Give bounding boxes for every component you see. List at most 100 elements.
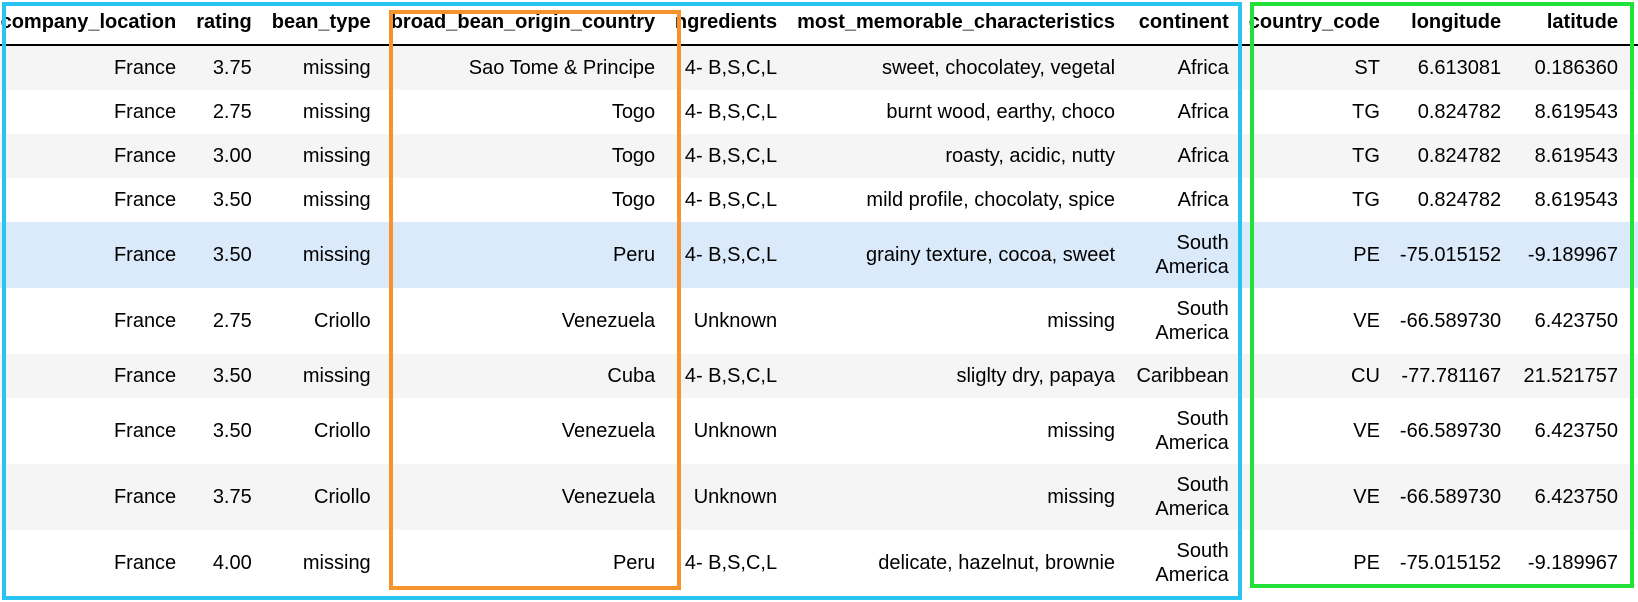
- cell-most-memorable-characteristics: mild profile, chocolaty, spice: [797, 178, 1136, 222]
- cell-rating: 3.50: [196, 222, 272, 288]
- cell-latitude: 6.423750: [1521, 288, 1638, 354]
- cell-country-code: PE: [1248, 222, 1400, 288]
- cell-ingredients: 4- B,S,C,L: [675, 222, 798, 288]
- cell-broad-bean-origin-country: Cuba: [390, 354, 676, 398]
- cell-ingredients: 4- B,S,C,L: [675, 134, 798, 178]
- cell-broad-bean-origin-country: Peru: [390, 222, 676, 288]
- table-row[interactable]: France 3.75 missing Sao Tome & Principe …: [0, 45, 1638, 90]
- cell-bean-type: missing: [271, 90, 391, 134]
- cell-longitude: -75.015152: [1399, 222, 1522, 288]
- column-header-country-code[interactable]: country_code: [1248, 0, 1400, 46]
- cell-ingredients: 4- B,S,C,L: [675, 354, 798, 398]
- cell-longitude: -77.781167: [1399, 354, 1522, 398]
- cell-bean-type: missing: [271, 45, 391, 90]
- cell-continent: South America: [1135, 464, 1249, 530]
- cell-continent: Africa: [1135, 90, 1249, 134]
- table-row[interactable]: France 3.50 Criollo Venezuela Unknown mi…: [0, 398, 1638, 464]
- cell-broad-bean-origin-country: Venezuela: [390, 464, 676, 530]
- table-row[interactable]: France 4.00 missing Peru 4- B,S,C,L deli…: [0, 530, 1638, 596]
- cell-ingredients: 4- B,S,C,L: [675, 45, 798, 90]
- cell-rating: 2.75: [196, 288, 272, 354]
- cell-rating: 3.75: [196, 464, 272, 530]
- cell-broad-bean-origin-country: Peru: [390, 530, 676, 596]
- cell-rating: 3.00: [196, 134, 272, 178]
- cell-rating: 3.50: [196, 354, 272, 398]
- cell-latitude: -9.189967: [1521, 222, 1638, 288]
- cell-ingredients: 4- B,S,C,L: [675, 90, 798, 134]
- cell-company-location: France: [0, 464, 197, 530]
- cell-company-location: France: [0, 90, 197, 134]
- cell-company-location: France: [0, 134, 197, 178]
- cell-company-location: France: [0, 398, 197, 464]
- cell-bean-type: Criollo: [271, 398, 391, 464]
- cell-most-memorable-characteristics: missing: [797, 288, 1136, 354]
- cell-latitude: 6.423750: [1521, 398, 1638, 464]
- table-row[interactable]: France 2.75 missing Togo 4- B,S,C,L burn…: [0, 90, 1638, 134]
- table-row[interactable]: France 2.75 Criollo Venezuela Unknown mi…: [0, 288, 1638, 354]
- table-row[interactable]: France 3.00 missing Togo 4- B,S,C,L roas…: [0, 134, 1638, 178]
- cell-broad-bean-origin-country: Togo: [390, 90, 676, 134]
- cell-most-memorable-characteristics: roasty, acidic, nutty: [797, 134, 1136, 178]
- cell-longitude: 0.824782: [1399, 134, 1522, 178]
- cell-country-code: PE: [1248, 530, 1400, 596]
- cell-longitude: -66.589730: [1399, 398, 1522, 464]
- column-header-rating[interactable]: rating: [196, 0, 272, 46]
- cell-rating: 4.00: [196, 530, 272, 596]
- cell-latitude: -9.189967: [1521, 530, 1638, 596]
- cell-most-memorable-characteristics: burnt wood, earthy, choco: [797, 90, 1136, 134]
- cell-latitude: 8.619543: [1521, 178, 1638, 222]
- cell-continent: Africa: [1135, 45, 1249, 90]
- cell-bean-type: Criollo: [271, 464, 391, 530]
- cell-continent: South America: [1135, 288, 1249, 354]
- cell-continent: South America: [1135, 530, 1249, 596]
- cell-longitude: -66.589730: [1399, 464, 1522, 530]
- cell-company-location: France: [0, 354, 197, 398]
- cell-rating: 3.50: [196, 398, 272, 464]
- cell-bean-type: missing: [271, 222, 391, 288]
- cell-broad-bean-origin-country: Togo: [390, 134, 676, 178]
- cell-broad-bean-origin-country: Venezuela: [390, 398, 676, 464]
- cell-bean-type: Criollo: [271, 288, 391, 354]
- cell-broad-bean-origin-country: Sao Tome & Principe: [390, 45, 676, 90]
- column-header-bean-type[interactable]: bean_type: [271, 0, 391, 46]
- cell-rating: 2.75: [196, 90, 272, 134]
- cell-country-code: VE: [1248, 464, 1400, 530]
- column-header-continent[interactable]: continent: [1135, 0, 1249, 46]
- cell-most-memorable-characteristics: grainy texture, cocoa, sweet: [797, 222, 1136, 288]
- cell-ingredients: Unknown: [675, 464, 798, 530]
- column-header-ingredients[interactable]: ingredients: [675, 0, 798, 46]
- cell-most-memorable-characteristics: delicate, hazelnut, brownie: [797, 530, 1136, 596]
- cell-continent: South America: [1135, 222, 1249, 288]
- cell-country-code: VE: [1248, 288, 1400, 354]
- table-row[interactable]: France 3.50 missing Togo 4- B,S,C,L mild…: [0, 178, 1638, 222]
- cell-company-location: France: [0, 178, 197, 222]
- table-row[interactable]: France 3.75 Criollo Venezuela Unknown mi…: [0, 464, 1638, 530]
- column-header-longitude[interactable]: longitude: [1399, 0, 1522, 46]
- column-header-company-location[interactable]: company_location: [0, 0, 197, 46]
- cell-country-code: TG: [1248, 178, 1400, 222]
- cell-ingredients: 4- B,S,C,L: [675, 178, 798, 222]
- cell-ingredients: 4- B,S,C,L: [675, 530, 798, 596]
- cell-bean-type: missing: [271, 178, 391, 222]
- cell-latitude: 8.619543: [1521, 90, 1638, 134]
- table-row-highlighted[interactable]: France 3.50 missing Peru 4- B,S,C,L grai…: [0, 222, 1638, 288]
- cell-longitude: 0.824782: [1399, 90, 1522, 134]
- table-row[interactable]: France 3.50 missing Cuba 4- B,S,C,L slig…: [0, 354, 1638, 398]
- cell-rating: 3.50: [196, 178, 272, 222]
- cell-country-code: VE: [1248, 398, 1400, 464]
- cell-company-location: France: [0, 222, 197, 288]
- column-header-latitude[interactable]: latitude: [1521, 0, 1638, 46]
- cell-bean-type: missing: [271, 354, 391, 398]
- cell-country-code: CU: [1248, 354, 1400, 398]
- cell-country-code: TG: [1248, 90, 1400, 134]
- cell-continent: Africa: [1135, 134, 1249, 178]
- column-header-most-memorable-characteristics[interactable]: most_memorable_characteristics: [797, 0, 1136, 46]
- cell-most-memorable-characteristics: missing: [797, 464, 1136, 530]
- column-header-broad-bean-origin-country[interactable]: broad_bean_origin_country: [390, 0, 676, 46]
- cell-longitude: -75.015152: [1399, 530, 1522, 596]
- cell-bean-type: missing: [271, 530, 391, 596]
- cell-latitude: 6.423750: [1521, 464, 1638, 530]
- cell-country-code: ST: [1248, 45, 1400, 90]
